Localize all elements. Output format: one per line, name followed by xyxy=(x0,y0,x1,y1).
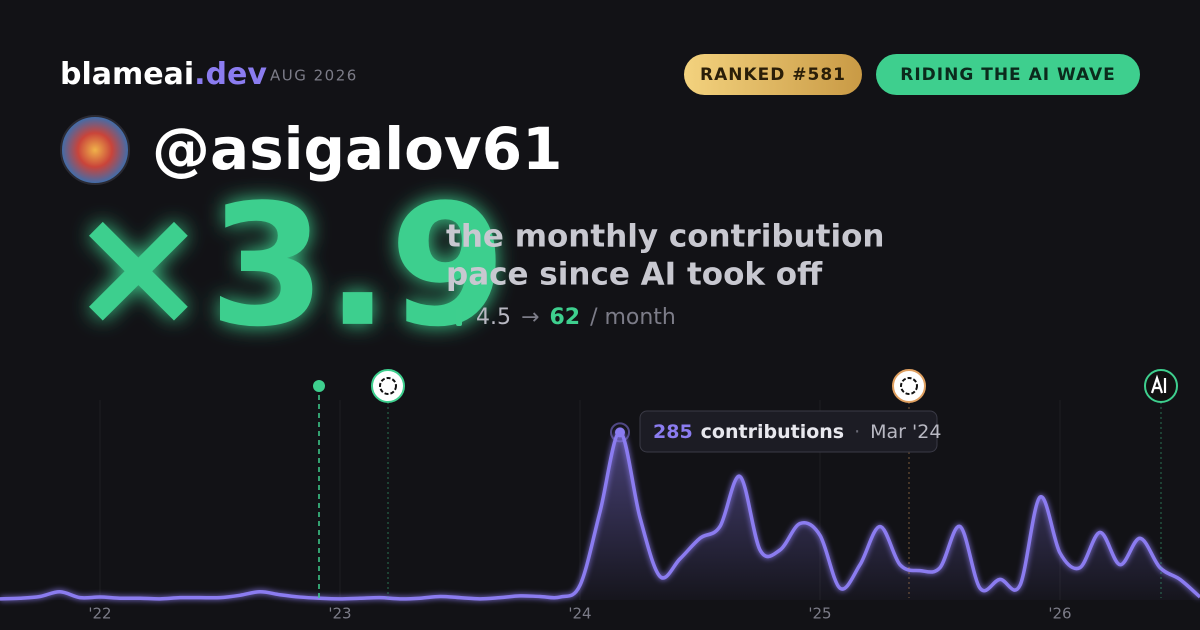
event-glyph xyxy=(900,377,918,395)
brand-name: blameai xyxy=(60,57,194,92)
brand: blameai.dev xyxy=(60,57,267,92)
event-glyph xyxy=(1150,374,1167,394)
badge-wave xyxy=(876,54,1140,95)
x-tick-label: '22 xyxy=(88,605,111,623)
tooltip-box xyxy=(639,410,938,453)
avatar xyxy=(60,115,130,185)
x-tick-label: '23 xyxy=(328,605,351,623)
x-tick-label: '26 xyxy=(1048,605,1071,623)
pace-unit: / month xyxy=(590,305,676,330)
pace-icon xyxy=(456,308,462,326)
multiplier: ×3.9 xyxy=(68,168,506,364)
tooltip-value: 285 xyxy=(653,421,693,443)
event-icon xyxy=(1144,369,1178,403)
tagline: the monthly contribution xyxy=(446,219,884,255)
pace-before: 4.5 xyxy=(476,305,511,330)
tooltip-label: contributions xyxy=(701,421,844,443)
event-dot xyxy=(313,380,325,392)
chart: '22 '23 '24 '25 '26 xyxy=(0,400,1200,623)
pace-after: 62 xyxy=(549,305,580,330)
date: AUG 2026 xyxy=(270,67,358,85)
tooltip-date: Mar '24 xyxy=(870,421,941,443)
username: @asigalov61 xyxy=(152,115,562,183)
event-icon xyxy=(371,369,405,403)
badge-rank-text: RANKED #581 xyxy=(700,65,846,85)
brand-tld: .dev xyxy=(194,57,267,92)
pace-arrow: → xyxy=(521,305,539,330)
badge-wave-text: RIDING THE AI WAVE xyxy=(900,65,1115,85)
highlight-ring xyxy=(610,422,630,443)
tooltip: 285 contributions · Mar '24 xyxy=(639,410,941,453)
line xyxy=(0,430,1200,601)
x-tick-label: '25 xyxy=(808,605,831,623)
x-tick-label: '24 xyxy=(568,605,591,623)
highlight-point xyxy=(615,427,625,438)
event-icon xyxy=(892,369,926,403)
event-glyph xyxy=(379,377,397,395)
tooltip-text: 285 contributions · Mar '24 xyxy=(653,421,941,443)
tooltip-sep: · xyxy=(854,421,860,443)
pace: 4.5 → 62 / month xyxy=(476,305,676,330)
tagline: pace since AI took off xyxy=(446,257,823,293)
badge-rank xyxy=(684,54,862,95)
